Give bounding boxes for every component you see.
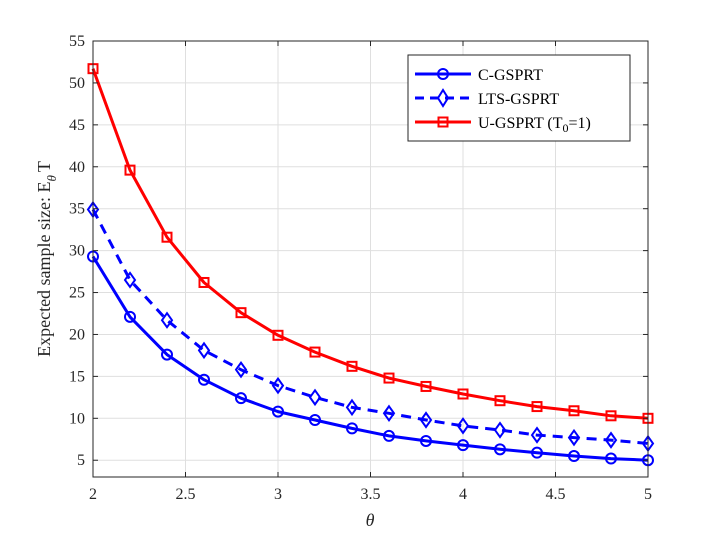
legend-marker-u-gsprt — [437, 116, 449, 128]
y-tick-label: 20 — [69, 326, 85, 343]
series-0-point — [605, 452, 617, 465]
series-2-point — [198, 276, 210, 288]
y-tick-label: 30 — [69, 243, 85, 260]
legend-entry-lts-gsprt: LTS-GSPRT — [415, 88, 559, 108]
series-2-group — [87, 63, 654, 424]
series-2-point — [124, 164, 136, 176]
series-2-point — [457, 388, 469, 400]
series-2-point — [420, 380, 432, 392]
legend-marker-c-gsprt — [437, 68, 449, 80]
x-tick-label: 4 — [459, 486, 467, 503]
series-0-point — [309, 413, 321, 426]
series-1-point — [234, 360, 248, 379]
legend-label-lts-gsprt: LTS-GSPRT — [478, 91, 559, 108]
series-0-point — [383, 429, 395, 442]
series-0-point — [346, 422, 358, 435]
x-tick-label: 2 — [89, 486, 97, 503]
y-tick-label: 5 — [77, 452, 85, 469]
series-1-point — [123, 271, 137, 289]
series-1-point — [160, 311, 174, 329]
y-tick-label: 10 — [69, 410, 85, 427]
series-2-point — [605, 410, 617, 422]
x-tick-label: 2.5 — [176, 486, 196, 503]
series-2-point — [531, 401, 543, 413]
y-axis-label-main: Expected sample size: E — [34, 181, 54, 356]
y-tick-label: 45 — [69, 117, 85, 134]
y-axis-label-tail: T — [34, 161, 54, 172]
legend-marker-lts-gsprt — [436, 88, 450, 108]
series-1-point — [493, 421, 507, 439]
y-tick-label: 55 — [69, 33, 85, 50]
y-tick-label: 25 — [69, 285, 85, 302]
series-1-point — [197, 341, 211, 360]
legend-label-u-gsprt: U-GSPRT (T0=1) — [478, 115, 591, 135]
series-1-point — [567, 428, 581, 447]
x-tick-label: 4.5 — [546, 486, 566, 503]
series-2-point — [346, 360, 358, 372]
x-axis-label: θ — [366, 510, 375, 530]
series-2-point — [161, 231, 173, 243]
series-2-point — [309, 346, 321, 358]
x-tick-label: 3 — [274, 486, 282, 503]
y-tick-label: 40 — [69, 159, 85, 176]
series-0-point — [420, 434, 432, 447]
x-tick-label: 3.5 — [361, 486, 381, 503]
series-2-point — [272, 329, 284, 341]
y-tick-label: 15 — [69, 368, 85, 385]
grid — [92, 40, 649, 477]
series-0-point — [161, 348, 173, 361]
y-tick-label: 35 — [69, 201, 85, 218]
series-1-point — [604, 431, 618, 449]
y-tick-label: 50 — [69, 75, 85, 92]
series-2-point — [383, 372, 395, 384]
y-axis-label: Expected sample size: EθT — [34, 161, 59, 357]
series-1-point — [419, 411, 433, 429]
series-1-point — [271, 376, 285, 395]
series-1-line — [91, 208, 649, 445]
series-1-point — [530, 426, 544, 444]
series-0-point — [568, 450, 580, 463]
series-1-point — [382, 404, 396, 422]
legend: C-GSPRT LTS-GSPRT U-GSPRT (T0=1) — [407, 54, 631, 142]
series-0-point — [272, 405, 284, 418]
legend-entry-u-gsprt: U-GSPRT (T0=1) — [415, 115, 591, 135]
series-0-point — [124, 310, 136, 323]
legend-entry-c-gsprt: C-GSPRT — [415, 67, 543, 84]
series-2-point — [568, 405, 580, 417]
series-0-point — [235, 392, 247, 405]
legend-label-u-gsprt-sub: 0 — [563, 121, 569, 135]
series-1-point — [308, 388, 322, 407]
series-1-point — [456, 417, 470, 435]
series-2-point — [235, 307, 247, 319]
series-0-point — [457, 439, 469, 452]
x-tick-label: 5 — [644, 486, 652, 503]
series-1-point — [345, 398, 359, 417]
series-2-line — [91, 68, 649, 420]
series-0-point — [531, 446, 543, 459]
legend-label-u-gsprt-tail: =1) — [569, 115, 591, 132]
series-0-line — [91, 255, 649, 462]
series-0-point — [494, 443, 506, 456]
y-axis-label-sub: θ — [44, 174, 59, 181]
legend-label-c-gsprt: C-GSPRT — [478, 67, 543, 84]
series-2-point — [494, 395, 506, 407]
series-0-point — [198, 373, 210, 386]
legend-label-u-gsprt-main: U-GSPRT (T — [478, 115, 563, 132]
